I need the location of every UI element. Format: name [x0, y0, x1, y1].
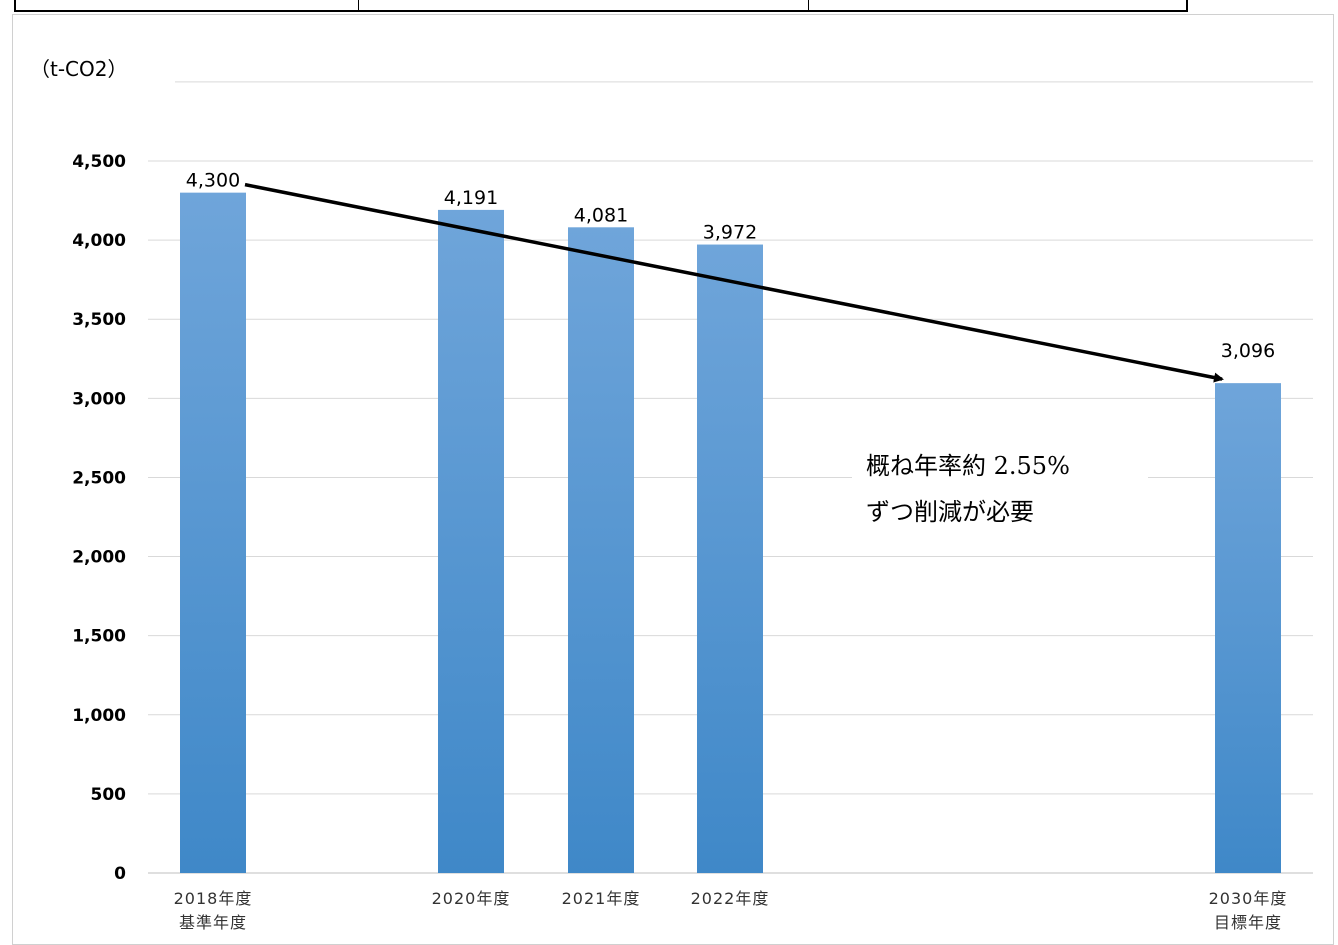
bar	[438, 209, 504, 873]
top-table-strip	[14, 0, 1188, 12]
annotation-text: ずつ削減が必要	[866, 498, 1034, 526]
table-divider	[358, 0, 359, 12]
data-label: 4,081	[574, 204, 628, 226]
y-unit-label: （t-CO2）	[30, 57, 128, 81]
x-tick-label: 2018年度	[174, 889, 253, 908]
data-label: 4,191	[444, 187, 498, 209]
x-tick-label: 2022年度	[691, 889, 770, 908]
bar	[1215, 383, 1281, 873]
y-tick-label: 4,000	[72, 231, 126, 251]
y-tick-label: 3,500	[72, 310, 126, 330]
y-tick-label: 1,000	[72, 706, 126, 726]
table-divider	[808, 0, 809, 12]
y-tick-label: 2,000	[72, 548, 126, 568]
trend-arrow	[244, 182, 1224, 383]
y-tick-label: 2,500	[72, 468, 126, 488]
y-tick-label: 3,000	[72, 389, 126, 409]
data-label: 4,300	[186, 170, 240, 192]
y-tick-label: 0	[114, 864, 126, 884]
annotation-text: 概ね年率約 2.55%	[866, 452, 1070, 480]
data-label: 3,096	[1221, 340, 1275, 362]
y-tick-label: 4,500	[72, 152, 126, 172]
x-tick-label: 2021年度	[562, 889, 641, 908]
data-label: 3,972	[703, 222, 757, 244]
annotation-box	[852, 432, 1148, 536]
y-tick-label: 1,500	[72, 627, 126, 647]
bar	[180, 192, 246, 874]
x-tick-label: 基準年度	[179, 913, 247, 932]
x-tick-label: 目標年度	[1214, 913, 1282, 932]
bar	[568, 227, 634, 873]
y-tick-label: 500	[91, 785, 127, 805]
bar	[697, 244, 763, 874]
x-tick-label: 2020年度	[432, 889, 511, 908]
x-tick-label: 2030年度	[1209, 889, 1288, 908]
